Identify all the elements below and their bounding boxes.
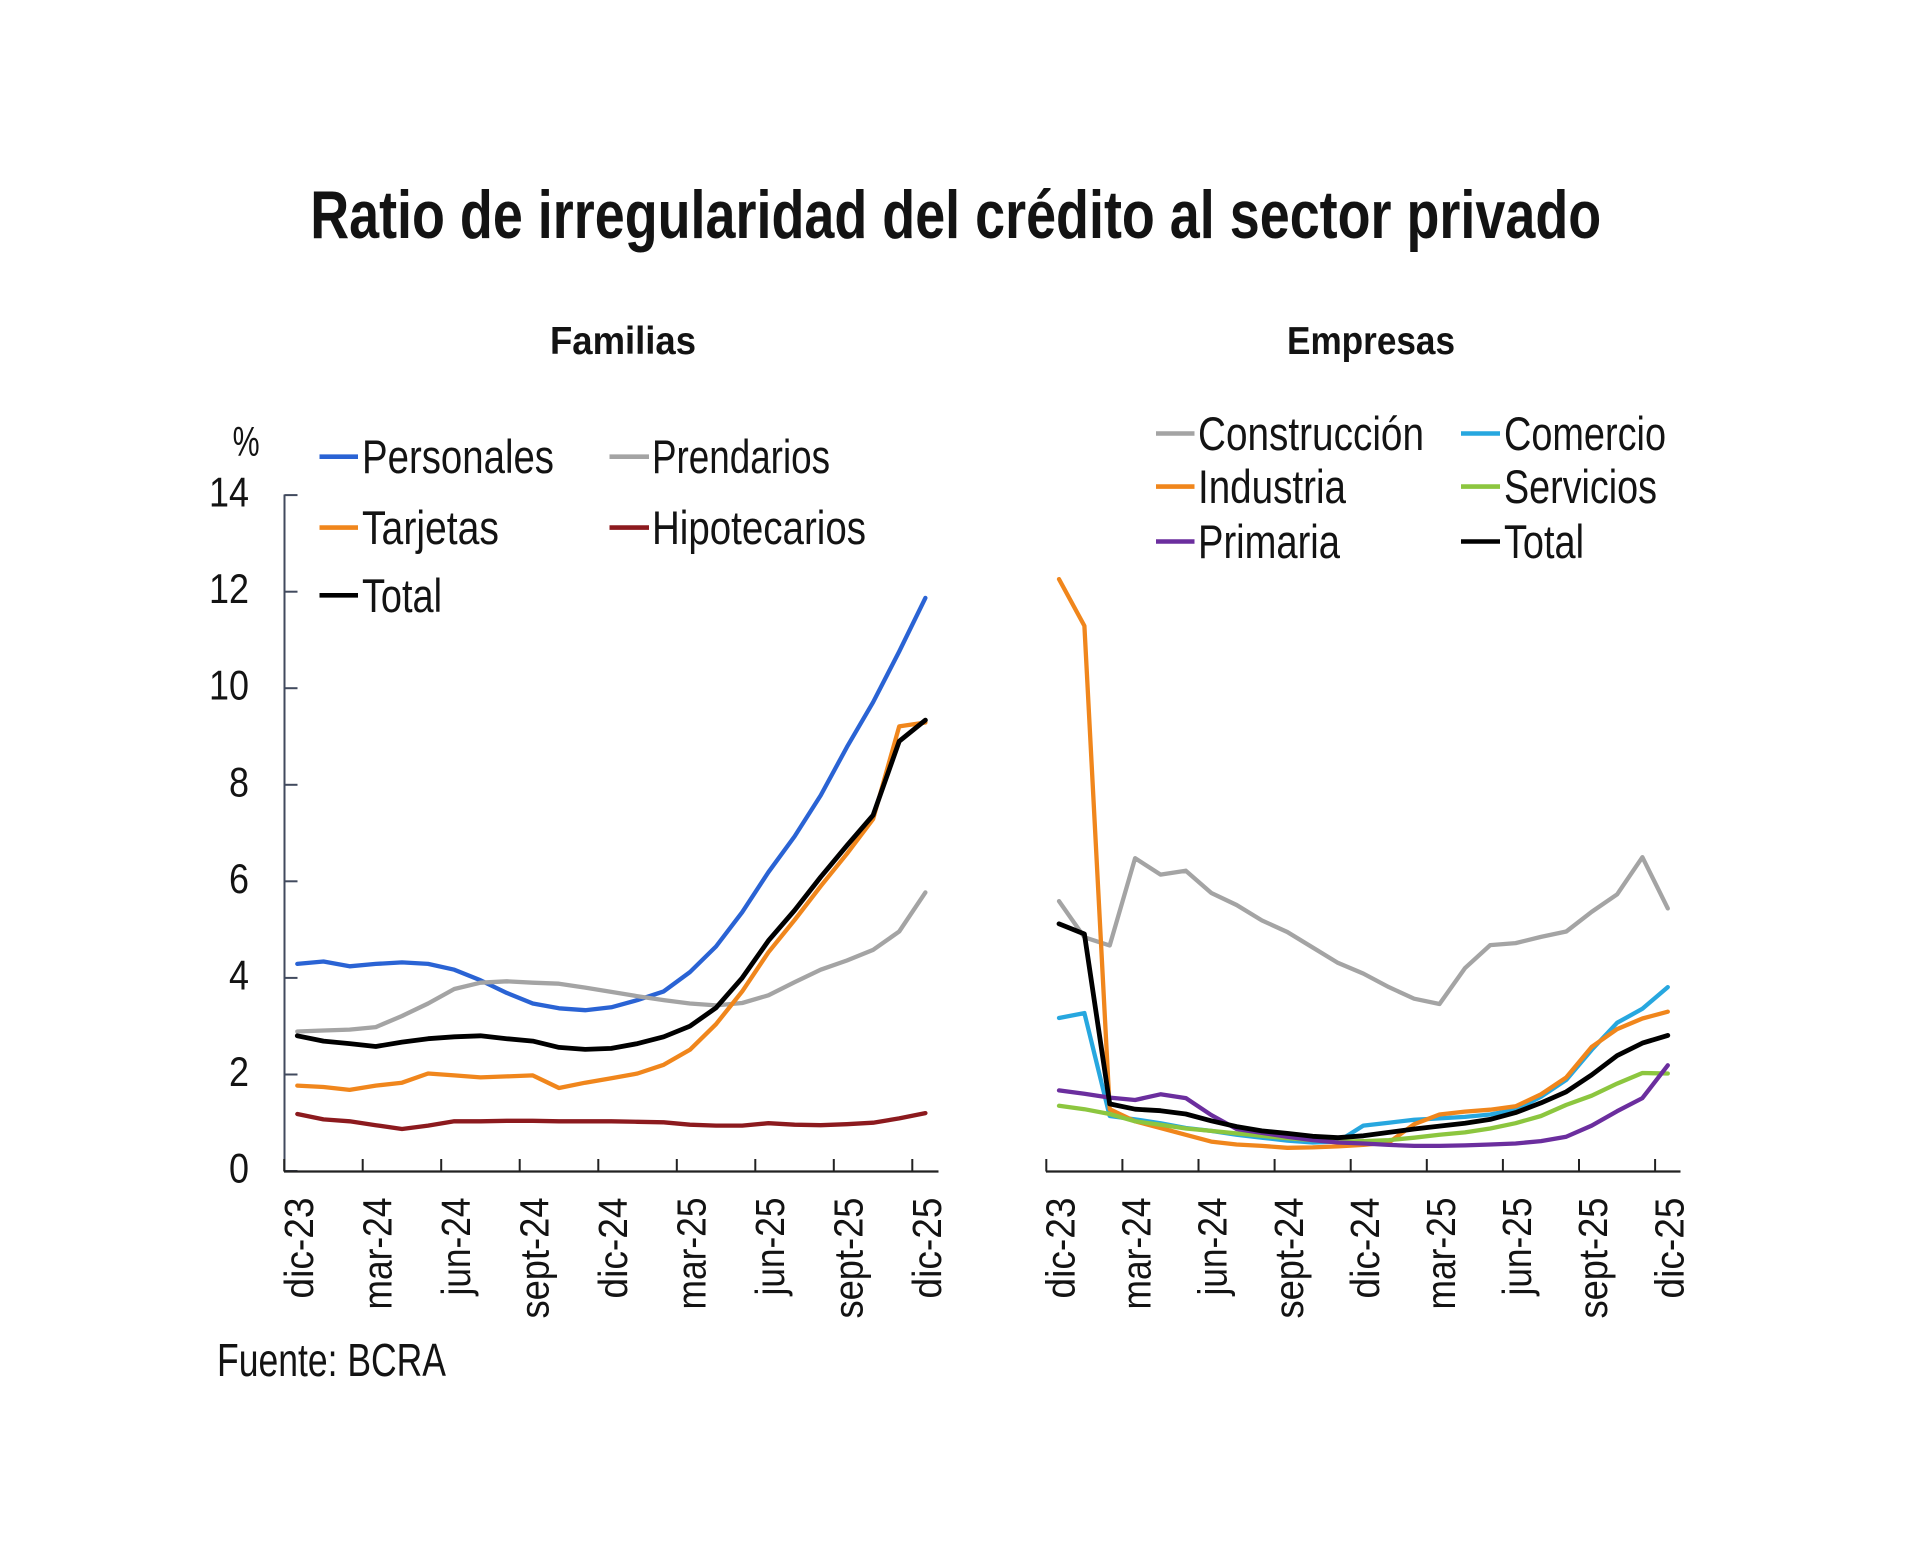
svg-text:Personales: Personales — [362, 430, 554, 483]
svg-text:Total: Total — [1504, 515, 1584, 568]
svg-text:jun-25: jun-25 — [747, 1198, 793, 1297]
svg-text:Prendarios: Prendarios — [652, 430, 830, 483]
svg-text:dic-25: dic-25 — [904, 1198, 950, 1299]
svg-text:sept-25: sept-25 — [1570, 1198, 1616, 1319]
svg-text:jun-25: jun-25 — [1494, 1198, 1540, 1297]
svg-text:6: 6 — [229, 855, 249, 902]
svg-text:12: 12 — [209, 565, 249, 612]
svg-text:mar-24: mar-24 — [354, 1198, 400, 1310]
svg-text:8: 8 — [229, 758, 249, 805]
svg-text:Empresas: Empresas — [1287, 320, 1455, 363]
svg-text:Construcción: Construcción — [1198, 407, 1424, 460]
svg-text:sept-24: sept-24 — [1266, 1198, 1312, 1319]
svg-text:Servicios: Servicios — [1504, 460, 1657, 513]
svg-text:dic-25: dic-25 — [1646, 1198, 1692, 1299]
svg-text:Total: Total — [362, 569, 442, 622]
svg-text:sept-24: sept-24 — [511, 1198, 557, 1319]
svg-text:Hipotecarios: Hipotecarios — [652, 501, 866, 554]
svg-text:14: 14 — [209, 469, 249, 516]
svg-text:4: 4 — [229, 951, 249, 998]
svg-text:Tarjetas: Tarjetas — [362, 501, 499, 554]
svg-text:dic-24: dic-24 — [590, 1198, 636, 1299]
svg-text:2: 2 — [229, 1048, 249, 1095]
svg-text:Industria: Industria — [1198, 460, 1347, 513]
svg-text:10: 10 — [209, 662, 249, 709]
svg-text:Ratio de irregularidad del cré: Ratio de irregularidad del crédito al se… — [310, 177, 1601, 253]
svg-text:Primaria: Primaria — [1198, 515, 1341, 568]
svg-text:mar-25: mar-25 — [668, 1198, 714, 1310]
svg-text:sept-25: sept-25 — [825, 1198, 871, 1319]
svg-text:Familias: Familias — [550, 320, 696, 363]
svg-text:Comercio: Comercio — [1504, 407, 1666, 460]
svg-text:jun-24: jun-24 — [1190, 1198, 1236, 1297]
svg-text:dic-23: dic-23 — [276, 1198, 322, 1299]
svg-text:mar-24: mar-24 — [1114, 1198, 1160, 1310]
svg-text:dic-24: dic-24 — [1342, 1198, 1388, 1299]
svg-text:%: % — [233, 418, 260, 465]
svg-text:mar-25: mar-25 — [1418, 1198, 1464, 1310]
svg-text:0: 0 — [229, 1145, 249, 1192]
svg-text:jun-24: jun-24 — [433, 1198, 479, 1297]
svg-text:dic-23: dic-23 — [1038, 1198, 1084, 1299]
svg-text:Fuente: BCRA: Fuente: BCRA — [217, 1334, 446, 1386]
